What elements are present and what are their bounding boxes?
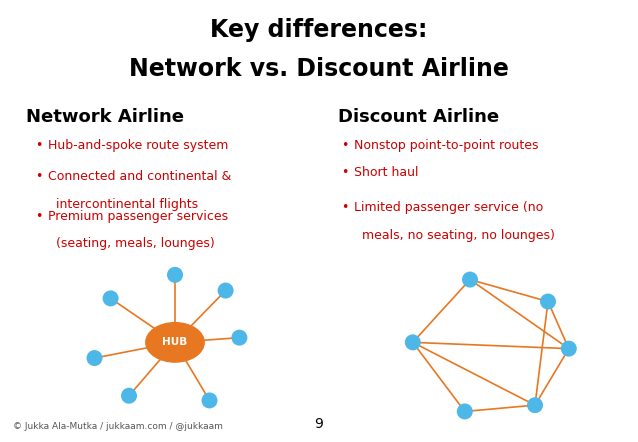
Circle shape [527, 397, 543, 413]
Text: intercontinental flights: intercontinental flights [48, 198, 198, 210]
Circle shape [457, 404, 473, 419]
Circle shape [167, 267, 183, 283]
Text: © Jukka Ala-Mutka / jukkaam.com / @jukkaam: © Jukka Ala-Mutka / jukkaam.com / @jukka… [13, 422, 223, 431]
Text: •: • [341, 139, 349, 152]
Text: Premium passenger services: Premium passenger services [48, 210, 228, 223]
Text: 9: 9 [315, 417, 323, 431]
Circle shape [87, 350, 103, 366]
Circle shape [404, 334, 421, 351]
Circle shape [202, 392, 218, 408]
Text: •: • [35, 170, 43, 183]
Text: Short haul: Short haul [354, 166, 419, 179]
Circle shape [218, 282, 234, 298]
Text: meals, no seating, no lounges): meals, no seating, no lounges) [354, 229, 555, 241]
Text: •: • [35, 210, 43, 223]
Text: Network Airline: Network Airline [26, 108, 184, 126]
Text: •: • [341, 201, 349, 214]
Circle shape [540, 293, 556, 309]
Text: Nonstop point-to-point routes: Nonstop point-to-point routes [354, 139, 538, 152]
Circle shape [232, 330, 248, 346]
Text: Network vs. Discount Airline: Network vs. Discount Airline [129, 57, 509, 81]
Circle shape [462, 271, 478, 288]
Circle shape [103, 290, 119, 306]
Text: Limited passenger service (no: Limited passenger service (no [354, 201, 544, 214]
Text: Key differences:: Key differences: [211, 18, 427, 42]
Text: Connected and continental &: Connected and continental & [48, 170, 231, 183]
Text: Discount Airline: Discount Airline [338, 108, 500, 126]
Text: •: • [341, 166, 349, 179]
Text: •: • [35, 139, 43, 152]
Ellipse shape [145, 322, 205, 363]
Text: HUB: HUB [163, 337, 188, 347]
Circle shape [561, 341, 577, 357]
Circle shape [121, 388, 137, 404]
Text: (seating, meals, lounges): (seating, meals, lounges) [48, 237, 214, 250]
Text: Hub-and-spoke route system: Hub-and-spoke route system [48, 139, 228, 152]
